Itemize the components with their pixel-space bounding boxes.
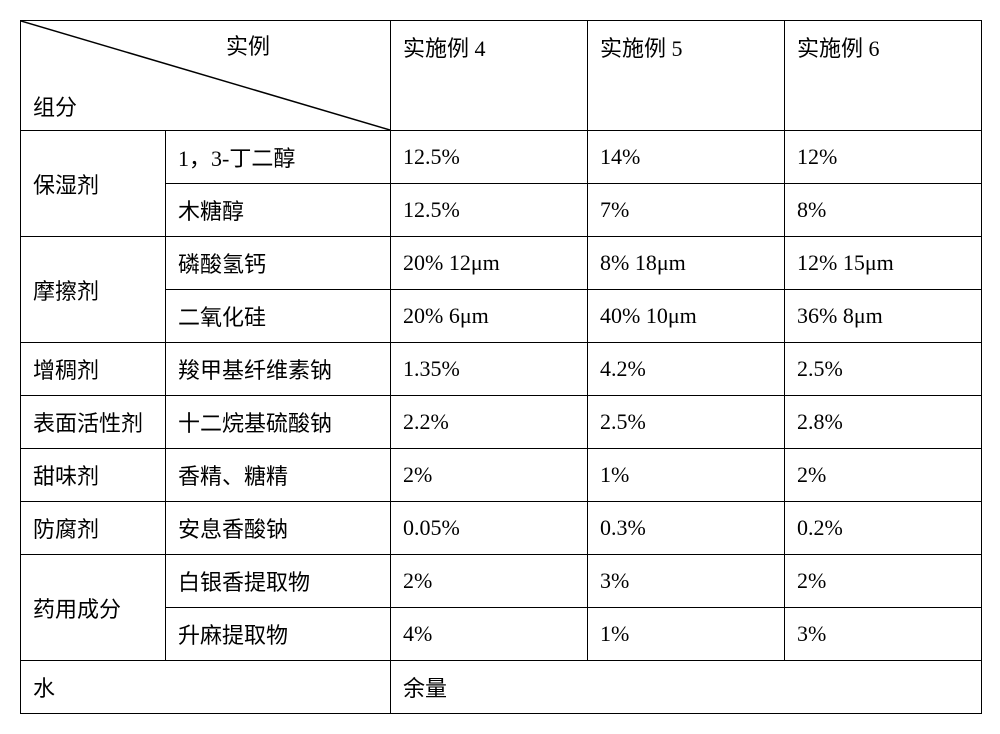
col-header-4: 实施例 4: [391, 21, 588, 131]
value-cell: 4.2%: [588, 343, 785, 396]
col-header-5: 实施例 5: [588, 21, 785, 131]
value-cell: 4%: [391, 608, 588, 661]
value-cell: 2.2%: [391, 396, 588, 449]
diagonal-header-cell: 实例 组分: [21, 21, 391, 131]
value-cell: 1.35%: [391, 343, 588, 396]
value-cell: 余量: [391, 661, 982, 714]
table-row: 药用成分 白银香提取物 2% 3% 2%: [21, 555, 982, 608]
table-row: 二氧化硅 20% 6μm 40% 10μm 36% 8μm: [21, 290, 982, 343]
value-cell: 2.5%: [588, 396, 785, 449]
table-row: 水 余量: [21, 661, 982, 714]
category-cell: 摩擦剂: [21, 237, 166, 343]
table-row: 摩擦剂 磷酸氢钙 20% 12μm 8% 18μm 12% 15μm: [21, 237, 982, 290]
subcomponent-cell: 磷酸氢钙: [166, 237, 391, 290]
subcomponent-cell: 白银香提取物: [166, 555, 391, 608]
value-cell: 0.2%: [785, 502, 982, 555]
value-cell: 0.3%: [588, 502, 785, 555]
value-cell: 2%: [785, 449, 982, 502]
table-header-row: 实例 组分 实施例 4 实施例 5 实施例 6: [21, 21, 982, 131]
composition-table: 实例 组分 实施例 4 实施例 5 实施例 6 保湿剂 1，3-丁二醇 12.5…: [20, 20, 982, 714]
subcomponent-cell: 香精、糖精: [166, 449, 391, 502]
value-cell: 2%: [785, 555, 982, 608]
category-cell: 甜味剂: [21, 449, 166, 502]
value-cell: 3%: [588, 555, 785, 608]
value-cell: 2%: [391, 449, 588, 502]
value-cell: 36% 8μm: [785, 290, 982, 343]
subcomponent-cell: 升麻提取物: [166, 608, 391, 661]
category-cell: 防腐剂: [21, 502, 166, 555]
table-row: 升麻提取物 4% 1% 3%: [21, 608, 982, 661]
subcomponent-cell: 羧甲基纤维素钠: [166, 343, 391, 396]
header-component-label: 组分: [33, 90, 77, 122]
header-example-label: 实例: [226, 29, 270, 61]
value-cell: 14%: [588, 131, 785, 184]
subcomponent-cell: 木糖醇: [166, 184, 391, 237]
table-row: 增稠剂 羧甲基纤维素钠 1.35% 4.2% 2.5%: [21, 343, 982, 396]
table-row: 木糖醇 12.5% 7% 8%: [21, 184, 982, 237]
category-cell: 表面活性剂: [21, 396, 166, 449]
table-row: 防腐剂 安息香酸钠 0.05% 0.3% 0.2%: [21, 502, 982, 555]
value-cell: 0.05%: [391, 502, 588, 555]
col-header-6: 实施例 6: [785, 21, 982, 131]
value-cell: 1%: [588, 608, 785, 661]
value-cell: 8%: [785, 184, 982, 237]
value-cell: 8% 18μm: [588, 237, 785, 290]
subcomponent-cell: 十二烷基硫酸钠: [166, 396, 391, 449]
table-row: 保湿剂 1，3-丁二醇 12.5% 14% 12%: [21, 131, 982, 184]
subcomponent-cell: 1，3-丁二醇: [166, 131, 391, 184]
value-cell: 1%: [588, 449, 785, 502]
value-cell: 40% 10μm: [588, 290, 785, 343]
category-cell: 保湿剂: [21, 131, 166, 237]
value-cell: 2.5%: [785, 343, 982, 396]
value-cell: 3%: [785, 608, 982, 661]
category-cell: 药用成分: [21, 555, 166, 661]
value-cell: 20% 12μm: [391, 237, 588, 290]
value-cell: 2%: [391, 555, 588, 608]
value-cell: 7%: [588, 184, 785, 237]
table-row: 表面活性剂 十二烷基硫酸钠 2.2% 2.5% 2.8%: [21, 396, 982, 449]
subcomponent-cell: 二氧化硅: [166, 290, 391, 343]
value-cell: 12.5%: [391, 131, 588, 184]
value-cell: 12.5%: [391, 184, 588, 237]
subcomponent-cell: 安息香酸钠: [166, 502, 391, 555]
category-cell: 增稠剂: [21, 343, 166, 396]
category-cell: 水: [21, 661, 391, 714]
value-cell: 20% 6μm: [391, 290, 588, 343]
table-row: 甜味剂 香精、糖精 2% 1% 2%: [21, 449, 982, 502]
value-cell: 12% 15μm: [785, 237, 982, 290]
value-cell: 2.8%: [785, 396, 982, 449]
value-cell: 12%: [785, 131, 982, 184]
